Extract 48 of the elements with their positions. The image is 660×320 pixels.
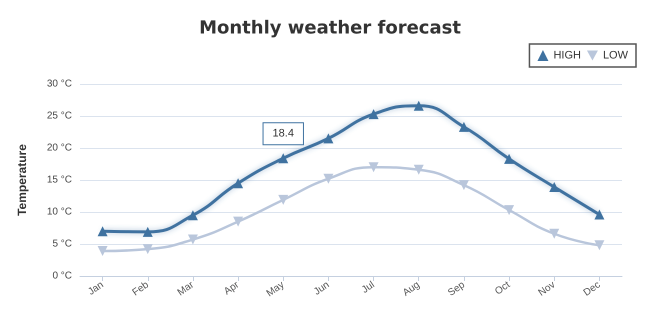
point [278, 153, 288, 164]
point [594, 240, 604, 250]
y-axis-title: Temperature [15, 144, 29, 216]
chart-title: Monthly weather forecast [199, 18, 462, 38]
point [368, 109, 379, 120]
point [414, 164, 424, 175]
point [142, 226, 153, 237]
x-tick-label: Oct [493, 279, 512, 298]
y-tick-label: 0 °C [52, 270, 72, 282]
point [549, 228, 560, 239]
x-tick-label: Sep [446, 279, 468, 299]
y-tick-label: 10 °C [46, 206, 72, 218]
point [323, 174, 334, 184]
y-tick-label: 5 °C [52, 238, 72, 250]
legend-label: HIGH [553, 50, 581, 62]
y-tick-label: 20 °C [46, 142, 72, 154]
point [188, 234, 198, 245]
point [368, 162, 379, 172]
y-tick-label: 25 °C [46, 110, 72, 122]
point [594, 210, 604, 220]
point [458, 122, 469, 132]
x-tick-label: Mar [176, 279, 197, 298]
y-tick-label: 30 °C [46, 78, 72, 90]
point [504, 154, 514, 164]
point [323, 133, 334, 144]
point [549, 182, 560, 192]
x-tick-label: Jun [312, 279, 332, 298]
x-tick-label: May [264, 279, 286, 300]
point [98, 246, 108, 256]
point [458, 180, 469, 190]
point [188, 210, 198, 220]
annotation: 18.4 [272, 128, 294, 140]
point [98, 226, 108, 236]
y-tick-label: 15 °C [46, 174, 72, 186]
x-tick-label: Jan [86, 279, 106, 298]
point [504, 205, 514, 216]
point [233, 178, 244, 188]
x-tick-label: Jul [360, 279, 377, 296]
point [278, 194, 288, 205]
x-tick-label: Aug [401, 279, 422, 299]
x-tick-label: Apr [222, 279, 242, 298]
point [233, 216, 244, 227]
x-tick-label: Nov [536, 279, 558, 299]
legend-label: LOW [602, 50, 629, 62]
x-tick-label: Feb [130, 279, 152, 298]
point [142, 244, 153, 254]
x-tick-label: Dec [582, 279, 603, 299]
point [414, 100, 424, 111]
